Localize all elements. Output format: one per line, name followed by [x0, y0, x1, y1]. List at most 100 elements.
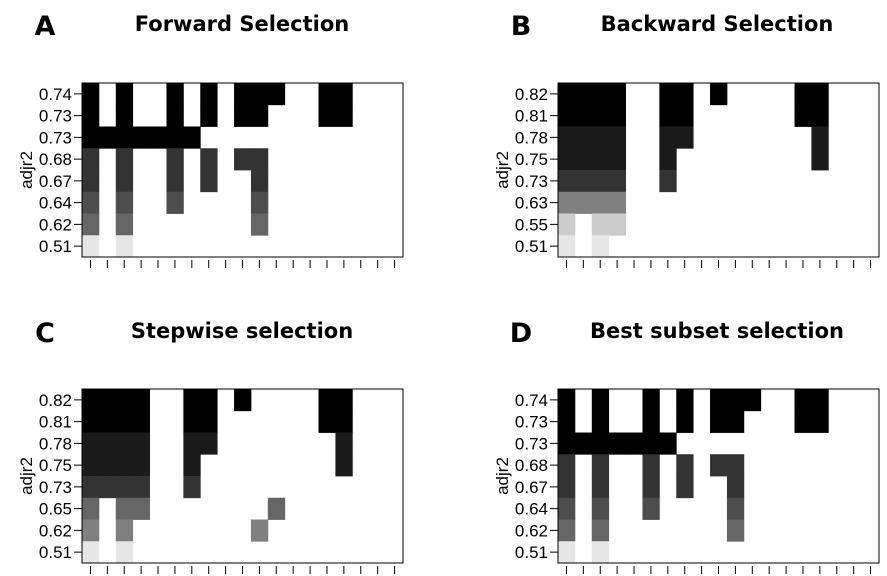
heatmap-cell	[98, 432, 117, 455]
heatmap-cell	[574, 126, 593, 149]
heatmap-cell	[166, 104, 184, 127]
heatmap-cell	[115, 476, 134, 499]
heatmap-cell	[558, 191, 576, 214]
heatmap-cell	[558, 519, 576, 542]
heatmap-cell	[82, 191, 100, 214]
panel-title: Forward Selection	[135, 12, 349, 36]
panel-title: Best subset selection	[590, 319, 844, 343]
heatmap-cell	[710, 389, 728, 412]
heatmap-cell	[591, 497, 610, 520]
y-tick-label: 0.73	[515, 434, 548, 453]
heatmap-cell	[82, 213, 100, 236]
heatmap-cell	[743, 389, 762, 412]
heatmap-cell	[166, 126, 184, 149]
y-tick-label: 0.73	[515, 172, 548, 191]
y-tick-label: 0.82	[515, 85, 548, 104]
heatmap-cell	[625, 432, 643, 455]
heatmap-cell	[82, 432, 100, 455]
heatmap-cell	[335, 104, 353, 127]
heatmap-cell	[811, 389, 829, 412]
panel-letter: A	[35, 11, 56, 42]
heatmap-cell	[132, 454, 150, 477]
heatmap-cell	[659, 432, 677, 455]
heatmap-cell	[591, 213, 610, 236]
y-tick-label: 0.82	[39, 391, 72, 410]
y-tick-label: 0.51	[515, 543, 548, 562]
heatmap-cell	[115, 519, 134, 542]
y-tick-label: 0.74	[39, 85, 72, 104]
heatmap-cell	[115, 170, 134, 193]
heatmap-cell	[98, 454, 117, 477]
heatmap-cell	[115, 541, 134, 564]
heatmap-cell	[82, 148, 100, 171]
plot-frame	[557, 82, 880, 258]
y-tick-label: 0.73	[39, 107, 72, 126]
y-tick-label: 0.68	[39, 150, 72, 169]
y-tick-label: 0.62	[39, 215, 72, 234]
heatmap-cell	[558, 83, 576, 106]
heatmap-cell	[558, 476, 576, 499]
y-tick-label: 0.65	[39, 500, 72, 519]
heatmap-cell	[608, 148, 626, 171]
heatmap-cell	[250, 170, 269, 193]
heatmap-cell	[82, 170, 100, 193]
heatmap-cell	[574, 83, 593, 106]
panel-letter: B	[511, 11, 532, 42]
heatmap-cell	[811, 126, 829, 149]
panel-c: C Stepwise selection 0.82 0.81 0.78 0.75 0.73 0…	[17, 318, 404, 574]
heatmap-cell	[659, 170, 677, 193]
heatmap-cell	[726, 476, 745, 499]
heatmap-cell	[98, 389, 117, 412]
heatmap-cell	[115, 235, 134, 258]
heatmap-cell	[183, 389, 201, 412]
heatmap-cell	[676, 389, 694, 412]
heatmap-cell	[115, 126, 134, 149]
heatmap-cell	[250, 213, 269, 236]
heatmap-cell	[82, 126, 100, 149]
heatmap-cell	[166, 148, 184, 171]
heatmap-cell	[558, 497, 576, 520]
heatmap-cell	[335, 410, 353, 433]
heatmap-cell	[200, 410, 218, 433]
heatmap-cell	[132, 497, 150, 520]
heatmap-cell	[676, 126, 694, 149]
heatmap-cell	[335, 432, 353, 455]
heatmap-cell	[250, 83, 269, 106]
heatmap-cell	[132, 126, 150, 149]
heatmap-cell	[591, 410, 610, 433]
heatmap-cell	[234, 148, 252, 171]
heatmap-cell	[318, 410, 336, 433]
heatmap-cell	[608, 213, 626, 236]
heatmap-cell	[82, 497, 100, 520]
heatmap-cell	[115, 432, 134, 455]
heatmap-cell	[591, 432, 610, 455]
heatmap-cell	[591, 476, 610, 499]
y-axis-label: adjr2	[17, 457, 36, 495]
heatmap-cell	[710, 83, 728, 106]
heatmap-cell	[676, 454, 694, 477]
heatmap-cell	[200, 170, 218, 193]
heatmap-cell	[676, 410, 694, 433]
heatmap-cell	[98, 410, 117, 433]
heatmap-cell	[200, 104, 218, 127]
panel-a: A Forward Selection 0.74 0.73 0.73 0.68 0.67 0.…	[17, 11, 404, 268]
y-tick-label: 0.81	[515, 107, 548, 126]
heatmap-cell	[115, 213, 134, 236]
heatmap-cell	[558, 410, 576, 433]
y-tick-label: 0.64	[515, 500, 548, 519]
heatmap-cell	[608, 126, 626, 149]
heatmap-cell	[676, 83, 694, 106]
heatmap-cell	[726, 519, 745, 542]
heatmap-cell	[558, 126, 576, 149]
heatmap-cell	[574, 104, 593, 127]
panel-b: B Backward Selection 0.82 0.81 0.78 0.75 0.73 0…	[493, 11, 880, 268]
heatmap-cell	[82, 476, 100, 499]
y-tick-label: 0.51	[39, 543, 72, 562]
heatmap-cell	[82, 235, 100, 258]
heatmap-cell	[659, 83, 677, 106]
panel-title: Stepwise selection	[131, 319, 353, 343]
heatmap-cell	[115, 410, 134, 433]
heatmap-cell	[200, 389, 218, 412]
heatmap-cell	[676, 104, 694, 127]
heatmap-cell	[115, 148, 134, 171]
